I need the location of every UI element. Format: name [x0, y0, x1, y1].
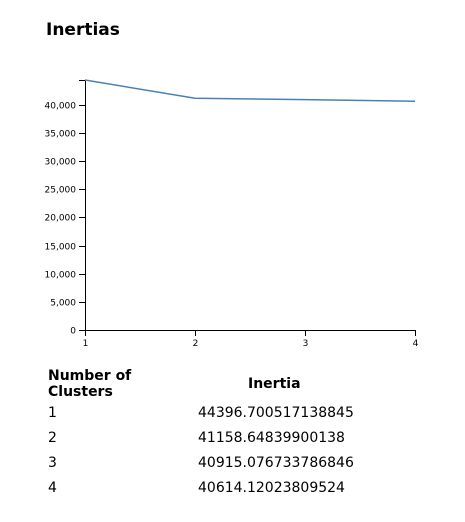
- cell-clusters: 4: [48, 479, 57, 496]
- cell-inertia: 40915.076733786846: [198, 454, 354, 471]
- x-tick-label: 2: [193, 339, 199, 349]
- table-row: 2 41158.64839900138: [48, 425, 354, 450]
- x-tick-label: 4: [413, 339, 419, 349]
- y-tick-label: 10,000: [45, 271, 77, 281]
- cell-inertia: 44396.700517138845: [198, 404, 354, 421]
- y-tick-label: 25,000: [45, 186, 77, 196]
- inertia-table: Number of Clusters Inertia 1 44396.70051…: [48, 368, 354, 500]
- line-chart: 0 5,000 10,000 15,000 20,000 25,000 30,000 35,0…: [45, 79, 419, 349]
- header-inertia-label: Inertia: [248, 376, 301, 392]
- header-inertia: Inertia: [198, 368, 354, 400]
- x-axis-line: [85, 330, 416, 336]
- y-tick-label: 30,000: [45, 158, 77, 168]
- table-row: 3 40915.076733786846: [48, 450, 354, 475]
- y-tick-label: 15,000: [45, 243, 77, 253]
- y-axis-line: [79, 80, 86, 331]
- cell-clusters: 1: [48, 404, 57, 421]
- cell-inertia: 41158.64839900138: [198, 429, 345, 446]
- y-tick-label: 20,000: [45, 214, 77, 224]
- cell-inertia: 40614.12023809524: [198, 479, 345, 496]
- y-tick-label: 40,000: [45, 102, 77, 112]
- table-row: 1 44396.700517138845: [48, 400, 354, 425]
- x-tick-label: 3: [303, 339, 309, 349]
- header-number-of-clusters: Number of Clusters: [48, 368, 132, 400]
- cell-clusters: 3: [48, 454, 57, 471]
- cell-clusters: 2: [48, 429, 57, 446]
- y-tick-label: 35,000: [45, 130, 77, 140]
- y-tick-label: 5,000: [50, 299, 76, 309]
- table-header-row: Number of Clusters Inertia: [48, 368, 354, 400]
- x-tick-label: 1: [83, 339, 89, 349]
- y-tick-label: 0: [70, 327, 76, 337]
- chart-title: Inertias: [46, 20, 120, 40]
- series-line: [84, 79, 416, 103]
- table-row: 4 40614.12023809524: [48, 475, 354, 500]
